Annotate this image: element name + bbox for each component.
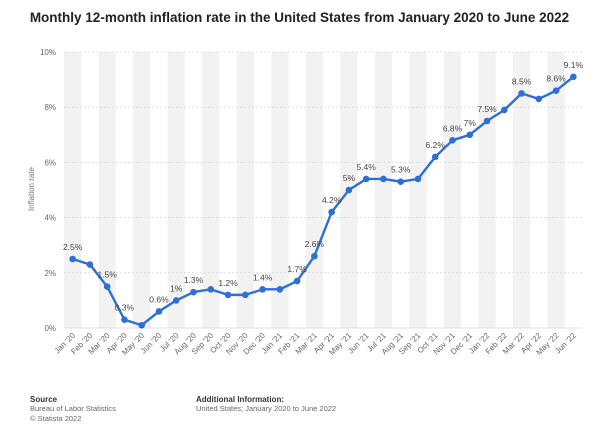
data-point bbox=[121, 316, 128, 324]
series-line bbox=[72, 75, 575, 327]
data-label: 8.6% bbox=[546, 74, 566, 84]
additional-info-block: Additional Information: United States; J… bbox=[196, 395, 336, 414]
data-point bbox=[311, 252, 318, 260]
data-label: 9.1% bbox=[564, 60, 584, 70]
data-point bbox=[449, 137, 456, 144]
data-point bbox=[86, 261, 94, 268]
data-point bbox=[380, 175, 387, 183]
column-band bbox=[443, 52, 462, 328]
data-label: 1.2% bbox=[218, 278, 238, 288]
data-point bbox=[501, 106, 508, 114]
data-point bbox=[155, 308, 163, 315]
data-point bbox=[328, 208, 335, 216]
data-label: 0.6% bbox=[149, 294, 169, 304]
data-label: 2.6% bbox=[305, 239, 325, 249]
data-label: 5.3% bbox=[391, 165, 411, 175]
data-point bbox=[397, 178, 405, 186]
data-point bbox=[293, 277, 301, 285]
data-label: 1.5% bbox=[97, 270, 117, 280]
y-tick-label: 10% bbox=[40, 48, 56, 57]
column-band bbox=[64, 52, 82, 328]
y-axis-label: Inflation rate bbox=[27, 166, 36, 211]
data-label: 7% bbox=[464, 118, 477, 128]
info-line: United States; January 2020 to June 2022 bbox=[196, 404, 337, 413]
data-label: 1% bbox=[170, 283, 183, 293]
data-point bbox=[414, 175, 422, 183]
column-band bbox=[409, 52, 427, 328]
data-point bbox=[345, 186, 353, 194]
data-point bbox=[138, 321, 145, 329]
column-band bbox=[271, 52, 289, 328]
data-label: 0.3% bbox=[115, 303, 135, 313]
data-label: 1.4% bbox=[253, 272, 273, 282]
column-band bbox=[98, 52, 116, 328]
data-label: 8.5% bbox=[512, 76, 532, 86]
column-band bbox=[512, 52, 531, 328]
data-label: 5% bbox=[343, 173, 356, 183]
data-label: 6.2% bbox=[426, 140, 446, 150]
column-band bbox=[236, 52, 254, 328]
data-point bbox=[172, 297, 180, 304]
data-label: 2.5% bbox=[63, 242, 83, 252]
column-band bbox=[167, 52, 185, 328]
data-point bbox=[362, 175, 370, 183]
copyright-line: © Statista 2022 bbox=[30, 414, 82, 423]
data-point bbox=[242, 291, 249, 299]
y-tick-label: 8% bbox=[44, 103, 56, 112]
column-band bbox=[547, 52, 565, 328]
data-point bbox=[431, 153, 439, 161]
column-band bbox=[374, 52, 393, 328]
source-block: Source Bureau of Labor Statistics © Stat… bbox=[30, 395, 116, 424]
data-point bbox=[466, 131, 474, 139]
data-point bbox=[535, 95, 543, 103]
column-band bbox=[478, 52, 496, 328]
chart-title: Monthly 12-month inflation rate in the U… bbox=[29, 10, 570, 25]
data-point bbox=[552, 87, 560, 94]
data-label: 6.8% bbox=[443, 123, 463, 133]
column-band bbox=[202, 52, 220, 328]
data-label: 5.4% bbox=[356, 162, 376, 172]
data-label: 1.3% bbox=[184, 275, 204, 285]
y-tick-label: 6% bbox=[44, 158, 56, 167]
data-point bbox=[207, 286, 215, 293]
column-band bbox=[305, 52, 323, 328]
column-band bbox=[133, 52, 151, 328]
data-point bbox=[69, 255, 76, 263]
data-point bbox=[276, 286, 284, 293]
data-label: 4.2% bbox=[322, 195, 342, 205]
source-line: Bureau of Labor Statistics bbox=[30, 404, 116, 413]
info-heading: Additional Information: bbox=[196, 395, 284, 404]
data-label: 7.5% bbox=[477, 104, 497, 114]
source-heading: Source bbox=[30, 395, 58, 404]
y-tick-label: 0% bbox=[44, 324, 56, 333]
data-point bbox=[224, 291, 232, 299]
data-point bbox=[259, 286, 266, 293]
y-tick-label: 4% bbox=[44, 214, 56, 223]
y-tick-label: 2% bbox=[44, 269, 56, 278]
data-point bbox=[518, 90, 525, 97]
data-point bbox=[190, 288, 197, 296]
data-point bbox=[570, 73, 577, 81]
data-point bbox=[103, 283, 111, 290]
data-point bbox=[483, 117, 491, 125]
data-label: 1.7% bbox=[287, 264, 307, 274]
